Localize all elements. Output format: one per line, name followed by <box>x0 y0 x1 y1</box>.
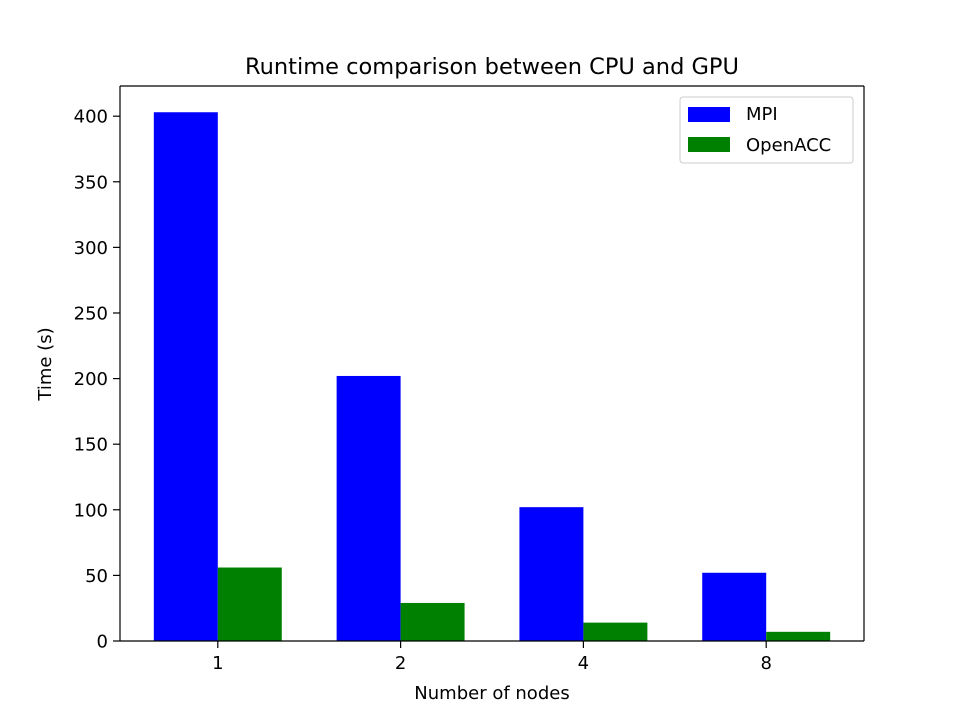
x-tick-label: 4 <box>578 653 589 674</box>
legend-swatch-openacc <box>688 137 730 152</box>
legend-label-openacc: OpenACC <box>746 135 831 156</box>
y-tick-label: 200 <box>74 369 108 390</box>
y-tick-label: 150 <box>74 435 108 456</box>
y-tick-label: 350 <box>74 172 108 193</box>
y-axis-ticks: 0 50 100 150 200 250 300 350 400 <box>74 107 120 653</box>
y-tick-label: 50 <box>85 566 108 587</box>
y-tick-label: 300 <box>74 238 108 259</box>
legend-swatch-mpi <box>688 107 730 122</box>
bar-openacc-1 <box>217 567 282 641</box>
y-tick-label: 0 <box>97 632 108 653</box>
bar-openacc-8 <box>766 631 831 641</box>
legend-label-mpi: MPI <box>746 104 778 125</box>
x-axis-label: Number of nodes <box>414 683 569 704</box>
legend: MPI OpenACC <box>679 96 854 164</box>
x-tick-label: 1 <box>212 653 223 674</box>
bar-openacc-4 <box>583 622 648 641</box>
chart-title: Runtime comparison between CPU and GPU <box>245 54 739 80</box>
bar-mpi-4 <box>519 507 584 641</box>
x-tick-label: 2 <box>395 653 406 674</box>
y-tick-label: 100 <box>74 500 108 521</box>
bar-mpi-2 <box>336 375 401 641</box>
x-axis-ticks: 1 2 4 8 <box>212 641 772 674</box>
y-tick-label: 250 <box>74 303 108 324</box>
y-tick-label: 400 <box>74 107 108 128</box>
bars-layer <box>153 112 831 642</box>
bar-mpi-8 <box>702 572 767 641</box>
y-axis-label: Time (s) <box>35 327 56 401</box>
x-tick-label: 8 <box>760 653 771 674</box>
axes-frame <box>119 85 865 642</box>
bar-openacc-2 <box>400 602 465 641</box>
bar-mpi-1 <box>153 112 218 642</box>
